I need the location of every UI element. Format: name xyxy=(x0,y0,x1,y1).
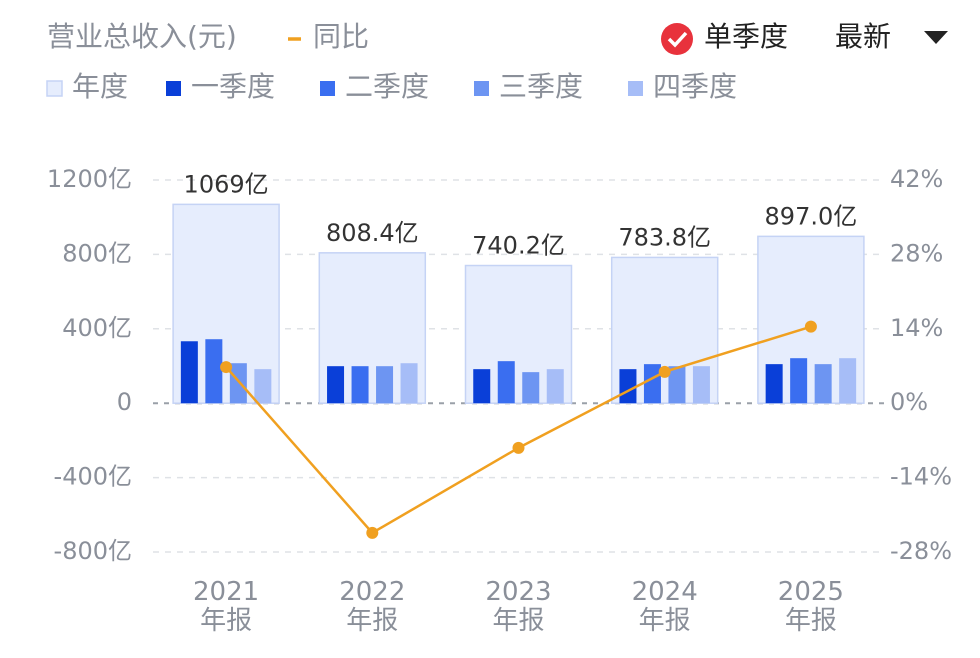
quarter-bar xyxy=(522,372,540,404)
legend-label: 四季度 xyxy=(653,70,737,103)
quarter-bar xyxy=(229,363,247,404)
season-toggle[interactable]: 单季度 xyxy=(661,20,788,55)
legend-swatch xyxy=(320,81,335,96)
legend-label: 一季度 xyxy=(191,70,275,103)
value-label: 808.4亿 xyxy=(326,219,419,247)
quarter-bar xyxy=(376,366,394,404)
y2-tick-label: 28% xyxy=(890,239,943,267)
legend-label: 三季度 xyxy=(499,70,583,103)
y2-tick-label: -14% xyxy=(890,463,952,491)
y2-tick-label: 42% xyxy=(890,165,943,193)
quarter-bar xyxy=(814,364,832,404)
check-mark xyxy=(667,31,688,48)
legend-swatch xyxy=(46,80,63,97)
dropdown-arrow xyxy=(924,31,948,44)
yoy-point xyxy=(658,365,671,378)
quarter-bar xyxy=(668,366,686,404)
y2-tick-label: -28% xyxy=(890,537,952,565)
quarter-bar xyxy=(839,358,857,404)
yoy-point xyxy=(512,441,525,454)
chart-title: 营业总收入(元) xyxy=(47,20,237,53)
x-tick-label: 2021 年报 xyxy=(193,577,260,636)
y-tick-label: 0 xyxy=(117,388,132,416)
yoy-point xyxy=(220,361,233,374)
quarter-bar xyxy=(692,366,710,404)
y-tick-label: 800亿 xyxy=(62,239,132,267)
legend-swatch xyxy=(474,81,489,96)
value-label: 897.0亿 xyxy=(765,202,858,230)
quarter-bar xyxy=(327,366,345,404)
quarter-bar xyxy=(619,369,637,404)
value-label: 783.8亿 xyxy=(618,223,711,251)
quarter-bar xyxy=(790,358,808,404)
value-label: 1069亿 xyxy=(184,170,269,198)
y-tick-label: 1200亿 xyxy=(47,165,132,193)
quarter-bar xyxy=(643,364,661,404)
quarter-bar xyxy=(205,339,223,404)
y2-tick-label: 0% xyxy=(890,388,928,416)
x-tick-label: 2025 年报 xyxy=(777,577,844,636)
period-dropdown[interactable]: 最新 xyxy=(835,20,948,53)
yoy-point xyxy=(366,526,379,539)
quarter-bar xyxy=(351,366,369,404)
x-tick-label: 2023 年报 xyxy=(485,577,552,636)
value-label: 740.2亿 xyxy=(472,232,565,260)
quarter-bar xyxy=(497,361,515,404)
x-tick-label: 2024 年报 xyxy=(631,577,698,636)
legend-label: 年度 xyxy=(72,70,128,103)
x-tick-label: 2022 年报 xyxy=(339,577,406,636)
toggle-label: 单季度 xyxy=(704,20,788,53)
legend-swatch xyxy=(166,81,181,96)
quarter-bar xyxy=(254,369,272,404)
quarter-bar xyxy=(765,364,783,404)
quarter-bar xyxy=(473,369,491,404)
check-icon xyxy=(661,23,693,55)
y-tick-label: 400亿 xyxy=(62,314,132,342)
period-label: 最新 xyxy=(835,20,891,53)
legend-swatch xyxy=(628,81,643,96)
y2-tick-label: 14% xyxy=(890,314,943,342)
yoy-point xyxy=(804,320,817,333)
quarter-bar xyxy=(546,369,564,404)
y-tick-label: -800亿 xyxy=(54,537,132,565)
legend-label: 二季度 xyxy=(345,70,429,103)
quarter-bar xyxy=(180,341,198,404)
quarter-bar xyxy=(400,363,418,404)
y-tick-label: -400亿 xyxy=(54,463,132,491)
legend-label: 同比 xyxy=(313,20,369,53)
